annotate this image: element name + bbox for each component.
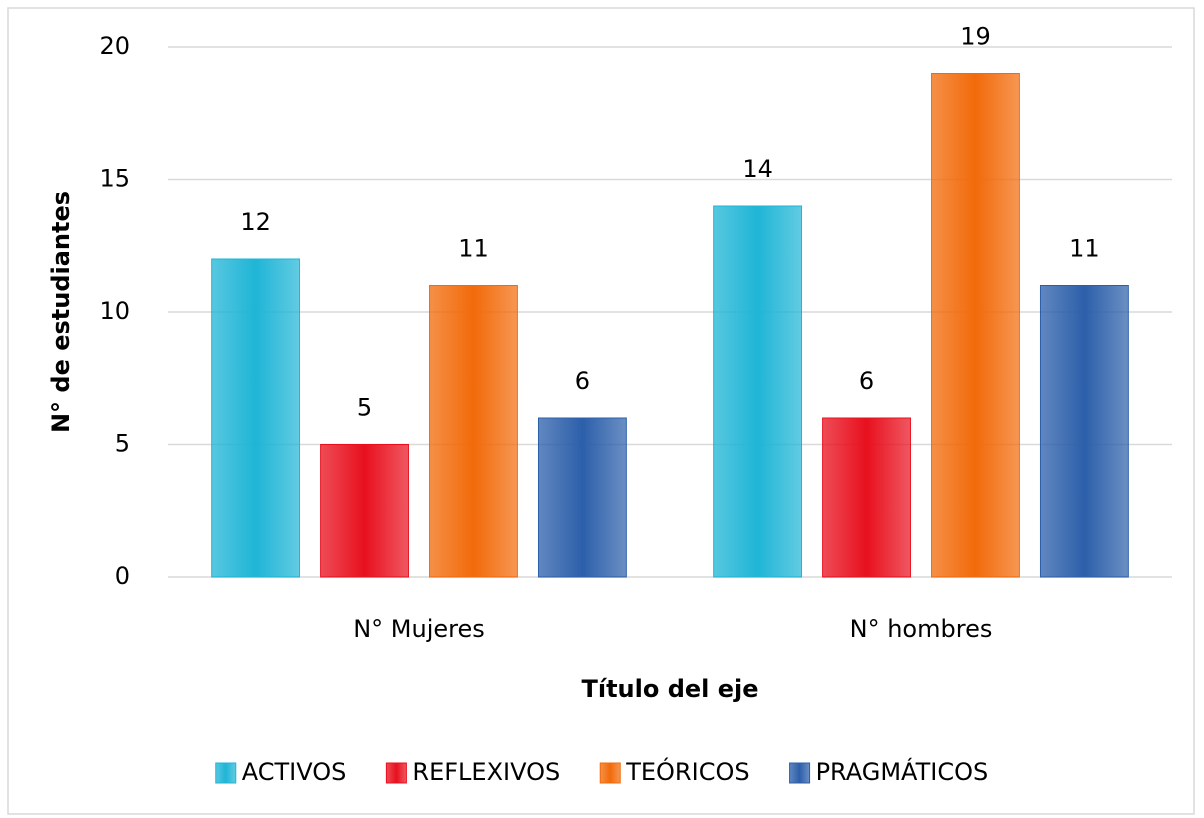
y-tick-label: 20	[99, 32, 130, 60]
y-axis-title: N° de estudiantes	[47, 191, 75, 433]
bar	[713, 205, 803, 578]
bar	[429, 285, 518, 578]
bar	[931, 73, 1020, 578]
y-tick-label: 5	[115, 430, 130, 458]
bar	[211, 258, 301, 578]
data-label: 6	[859, 367, 874, 395]
bar	[537, 417, 627, 578]
legend-label: ACTIVOS	[242, 758, 347, 786]
x-tick-label: N° Mujeres	[353, 615, 485, 643]
legend-swatch	[789, 762, 811, 784]
legend-label: PRAGMÁTICOS	[816, 757, 989, 786]
y-tick-label: 10	[99, 297, 130, 325]
data-label: 12	[240, 208, 271, 236]
data-label: 19	[960, 23, 991, 51]
y-tick-label: 15	[99, 165, 130, 193]
data-label: 5	[357, 394, 372, 422]
x-tick-label: N° hombres	[850, 615, 993, 643]
bar	[1039, 285, 1129, 578]
legend: ACTIVOS REFLEXIVOS TEÓRICOS PRAGMÁTICOS	[215, 756, 989, 786]
data-label: 6	[575, 367, 590, 395]
legend-swatch	[385, 762, 407, 784]
bar	[822, 417, 911, 578]
bar	[320, 444, 409, 578]
x-axis-title: Título del eje	[581, 675, 758, 703]
legend-label: TEÓRICOS	[625, 756, 749, 786]
data-label: 11	[1069, 235, 1100, 263]
data-label: 14	[742, 155, 773, 183]
y-tick-label: 0	[115, 562, 130, 590]
data-label: 11	[458, 235, 489, 263]
legend-label: REFLEXIVOS	[412, 758, 560, 786]
legend-swatch	[215, 762, 237, 784]
legend-swatch	[599, 762, 621, 784]
